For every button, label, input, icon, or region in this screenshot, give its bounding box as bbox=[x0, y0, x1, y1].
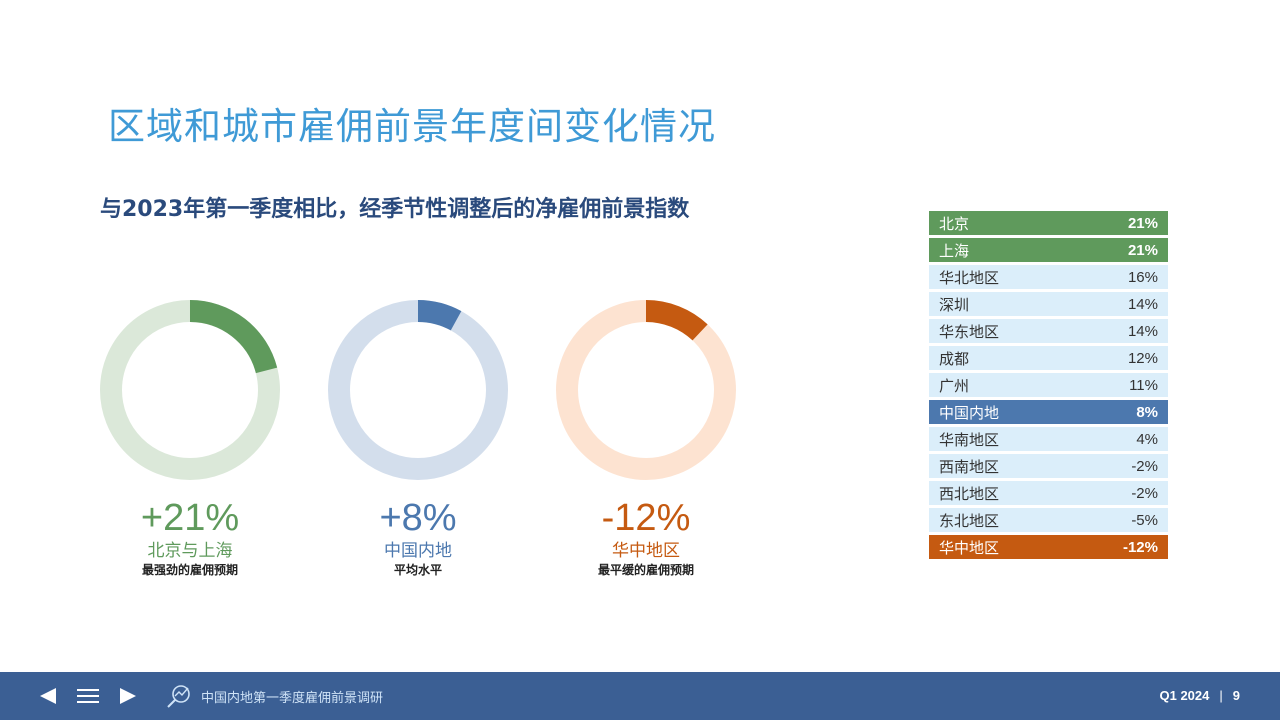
donut-description: 最强劲的雇佣预期 bbox=[141, 563, 238, 577]
table-row: 上海 21% bbox=[929, 238, 1168, 262]
donut-description: 最平缓的雇佣预期 bbox=[597, 563, 694, 577]
donut-value-label: +8% bbox=[379, 497, 457, 539]
region-name-cell: 华中地区 bbox=[929, 535, 1071, 559]
donut-track bbox=[556, 300, 736, 480]
footer-bar: 中国内地第一季度雇佣前景调研 Q1 2024 | 9 bbox=[0, 672, 1280, 720]
donut-chart bbox=[328, 300, 508, 480]
table-row: 深圳 14% bbox=[929, 292, 1168, 316]
region-value-cell: 12% bbox=[1070, 346, 1168, 370]
region-name-cell: 成都 bbox=[929, 346, 1071, 370]
donut-chart bbox=[556, 300, 736, 480]
region-value-cell: -12% bbox=[1070, 535, 1168, 559]
footer-report-title: 中国内地第一季度雇佣前景调研 bbox=[201, 691, 384, 706]
table-row: 西北地区 -2% bbox=[929, 481, 1168, 505]
region-value-cell: 8% bbox=[1070, 400, 1168, 424]
donut-card-mainland-china: +8% 中国内地 平均水平 bbox=[328, 300, 508, 578]
table-row: 中国内地 8% bbox=[929, 400, 1168, 424]
region-name-cell: 深圳 bbox=[929, 292, 1071, 316]
region-value-cell: 21% bbox=[1070, 238, 1168, 262]
donut-value-label: -12% bbox=[601, 497, 691, 539]
region-value-cell: 21% bbox=[1070, 211, 1168, 235]
region-value-cell: 14% bbox=[1070, 319, 1168, 343]
region-value-cell: -2% bbox=[1070, 481, 1168, 505]
region-name-cell: 北京 bbox=[929, 211, 1071, 235]
donut-card-central-china: -12% 华中地区 最平缓的雇佣预期 bbox=[556, 300, 736, 578]
donut-value-arc bbox=[417, 300, 462, 331]
table-row: 华中地区 -12% bbox=[929, 535, 1168, 559]
donut-description: 平均水平 bbox=[393, 563, 442, 577]
donut-chart bbox=[100, 300, 280, 480]
table-row: 华北地区 16% bbox=[929, 265, 1168, 289]
table-row: 西南地区 -2% bbox=[929, 454, 1168, 478]
region-value-cell: -5% bbox=[1070, 508, 1168, 532]
donut-track bbox=[328, 300, 508, 480]
footer-separator: | bbox=[1219, 688, 1223, 703]
region-name-cell: 东北地区 bbox=[929, 508, 1071, 532]
magnifier-chart-icon bbox=[167, 685, 190, 708]
table-row: 东北地区 -5% bbox=[929, 508, 1168, 532]
region-value-cell: 14% bbox=[1070, 292, 1168, 316]
footer-page-info: Q1 2024 | 9 bbox=[1160, 688, 1241, 703]
table-row: 成都 12% bbox=[929, 346, 1168, 370]
donut-value-arc bbox=[645, 300, 708, 341]
region-name-cell: 西南地区 bbox=[929, 454, 1071, 478]
region-name-cell: 上海 bbox=[929, 238, 1071, 262]
region-name-cell: 华南地区 bbox=[929, 427, 1071, 451]
donut-value-arc bbox=[189, 300, 278, 374]
region-name-cell: 华东地区 bbox=[929, 319, 1071, 343]
donut-name: 中国内地 bbox=[384, 541, 452, 561]
region-name-cell: 中国内地 bbox=[929, 400, 1071, 424]
donut-card-beijing-shanghai: +21% 北京与上海 最强劲的雇佣预期 bbox=[100, 300, 280, 578]
footer-quarter: Q1 2024 bbox=[1159, 688, 1210, 703]
table-row: 北京 21% bbox=[929, 211, 1168, 235]
region-name-cell: 华北地区 bbox=[929, 265, 1071, 289]
donut-name: 北京与上海 bbox=[147, 541, 233, 561]
table-row: 华南地区 4% bbox=[929, 427, 1168, 451]
donut-name: 华中地区 bbox=[612, 541, 680, 561]
region-ranking-table: 北京 21% 上海 21% 华北地区 16% 深圳 14% 华东地区 14% 成都 12% 广州 11% 中… bbox=[929, 208, 1168, 562]
region-value-cell: 4% bbox=[1070, 427, 1168, 451]
region-name-cell: 广州 bbox=[929, 373, 1071, 397]
next-arrow-icon[interactable] bbox=[118, 685, 138, 707]
table-row: 广州 11% bbox=[929, 373, 1168, 397]
region-value-cell: -2% bbox=[1070, 454, 1168, 478]
menu-icon[interactable] bbox=[76, 685, 100, 707]
chart-subtitle: 与2023年第一季度相比，经季节性调整后的净雇佣前景指数 bbox=[100, 197, 690, 222]
table-row: 华东地区 14% bbox=[929, 319, 1168, 343]
region-name-cell: 西北地区 bbox=[929, 481, 1071, 505]
prev-arrow-icon[interactable] bbox=[38, 685, 58, 707]
page-title: 区域和城市雇佣前景年度间变化情况 bbox=[108, 105, 716, 148]
region-value-cell: 11% bbox=[1070, 373, 1168, 397]
page-number: 9 bbox=[1232, 688, 1240, 703]
donut-value-label: +21% bbox=[140, 497, 240, 539]
region-value-cell: 16% bbox=[1070, 265, 1168, 289]
